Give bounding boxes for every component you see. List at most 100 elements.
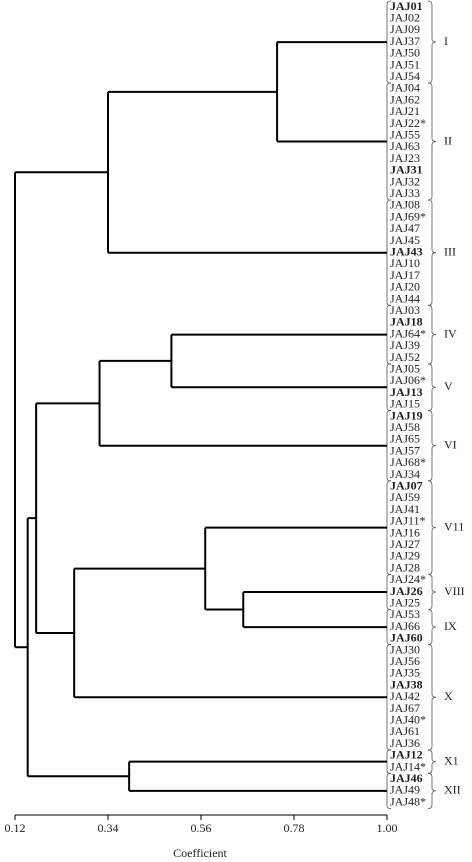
leaf-label: JAJ30 [390,642,420,656]
brace-right [427,363,437,412]
leaf-label: JAJ24* [390,572,426,586]
cluster-label: VIII [444,584,465,598]
leaf-label: JAJ27 [390,537,420,551]
leaf-label: JAJ38 [390,677,423,691]
brace-right [427,82,437,201]
leaf-label: JAJ44 [390,291,420,305]
leaf-label: JAJ60 [390,631,423,645]
leaf-label: JAJ23 [390,151,420,165]
leaf-label: JAJ41 [390,502,420,516]
leaf-label: JAJ57 [390,443,420,457]
leaf-label: JAJ06* [390,373,426,387]
brace-right [427,573,437,611]
leaf-label: JAJ36 [390,736,420,750]
leaf-label: JAJ07 [390,478,423,492]
leaf-label: JAJ32 [390,174,420,188]
cluster-label: XII [444,783,461,797]
leaf-label: JAJ37 [390,34,420,48]
x-tick-label: 0.34 [98,821,119,835]
leaf-label: JAJ54 [390,69,420,83]
brace-right [427,304,437,365]
cluster-label: I [444,34,448,48]
leaf-label: JAJ31 [390,163,423,177]
leaf-label: JAJ14* [390,759,426,773]
leaf-label: JAJ40* [390,712,426,726]
leaf-label: JAJ68* [390,455,426,469]
leaf-label: JAJ25 [390,595,420,609]
brace-right [427,772,437,809]
leaf-label: JAJ11* [390,514,426,528]
leaf-label: JAJ01 [390,0,423,13]
leaf-label: JAJ28 [390,560,420,574]
leaf-label: JAJ34 [390,467,420,481]
leaf-label: JAJ65 [390,432,420,446]
leaf-label: JAJ62 [390,92,420,106]
leaf-label: JAJ04 [390,81,420,95]
leaf-label: JAJ61 [390,724,420,738]
leaf-label: JAJ16 [390,525,420,539]
leaf-label: JAJ21 [390,104,420,118]
leaf-label: JAJ43 [390,244,423,258]
x-tick-label: 0.12 [5,821,26,835]
leaf-label: JAJ51 [390,57,420,71]
leaf-label: JAJ64* [390,326,426,340]
brace-right [427,609,437,646]
leaf-label: JAJ02 [390,10,420,24]
leaf-label: JAJ26 [390,584,423,598]
leaf-label: JAJ33 [390,186,420,200]
leaf-label: JAJ20 [390,280,420,294]
leaf-label: JAJ67 [390,701,420,715]
leaf-label: JAJ66 [390,619,420,633]
cluster-label: IX [444,619,457,633]
leaf-label: JAJ18 [390,315,423,329]
leaf-label: JAJ05 [390,361,420,375]
leaf-label: JAJ49 [390,783,420,797]
leaf-label: JAJ55 [390,127,420,141]
leaf-label: JAJ22* [390,116,426,130]
leaf-label: JAJ53 [390,607,420,621]
cluster-label: IV [444,326,457,340]
leaf-label: JAJ56 [390,654,420,668]
leaf-label: JAJ39 [390,338,420,352]
x-tick-label: 0.78 [284,821,305,835]
leaf-label: JAJ35 [390,666,420,680]
leaf-label: JAJ46 [390,771,423,785]
leaf-label: JAJ45 [390,233,420,247]
leaf-label: JAJ29 [390,549,420,563]
leaf-label: JAJ09 [390,22,420,36]
x-tick-label: 0.56 [191,821,212,835]
leaf-label: JAJ42 [390,689,420,703]
brace-right [427,199,437,306]
leaf-label: JAJ47 [390,221,420,235]
leaf-label: JAJ10 [390,256,420,270]
brace-right [427,0,437,84]
cluster-label: II [444,133,452,147]
brace-right [427,644,437,751]
cluster-label: X1 [444,753,459,767]
leaf-label: JAJ50 [390,46,420,60]
leaf-label: JAJ15 [390,397,420,411]
leaf-label: JAJ12 [390,748,423,762]
brace-right [427,749,437,774]
leaf-label: JAJ19 [390,408,423,422]
x-tick-label: 1.00 [377,821,398,835]
leaf-label: JAJ17 [390,268,420,282]
cluster-label: X [444,689,453,703]
leaf-label: JAJ69* [390,209,426,223]
brace-right [427,480,437,575]
brace-right [427,410,437,482]
leaf-label: JAJ58 [390,420,420,434]
cluster-label: VI [444,438,457,452]
leaf-label: JAJ03 [390,303,420,317]
leaf-label: JAJ59 [390,490,420,504]
leaf-label: JAJ52 [390,350,420,364]
x-axis-label: Coefficient [173,846,227,860]
leaf-label: JAJ63 [390,139,420,153]
leaf-label: JAJ08 [390,198,420,212]
cluster-label: V [444,379,453,393]
leaf-label: JAJ48* [390,794,426,808]
cluster-label: III [444,244,456,258]
leaf-label: JAJ13 [390,385,423,399]
